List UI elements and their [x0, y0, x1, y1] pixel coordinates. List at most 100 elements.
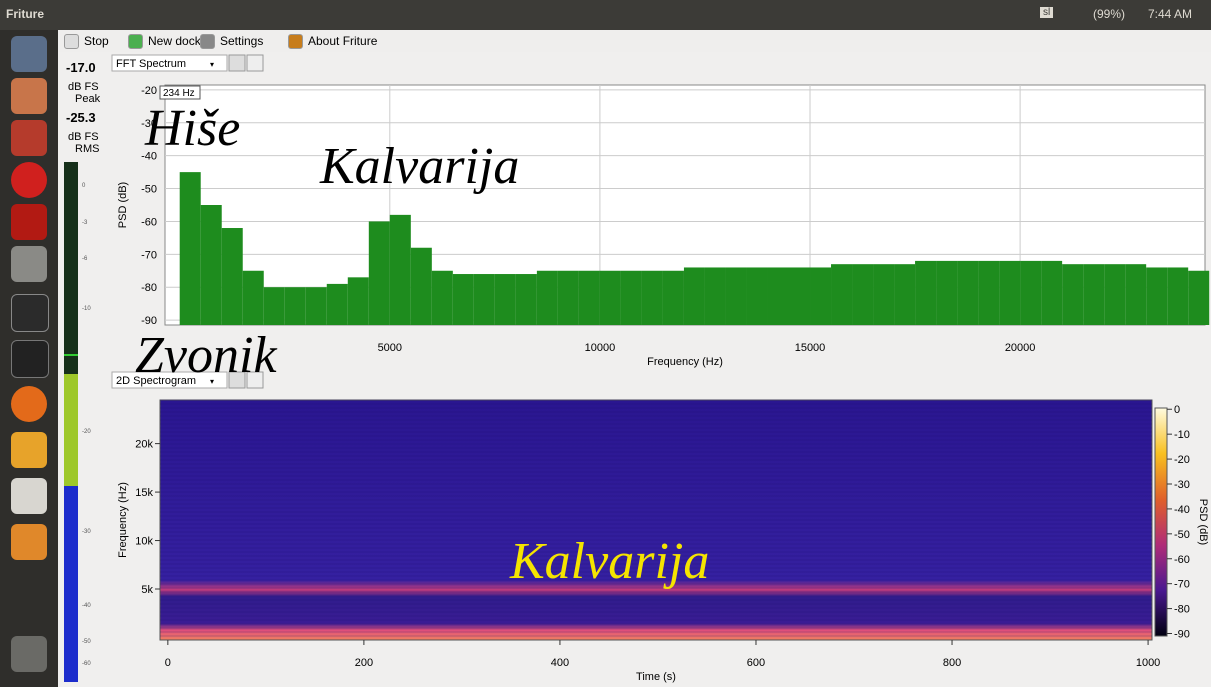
x-tick-label: 1000 — [1136, 657, 1160, 669]
dock-title: FFT Spectrum — [116, 58, 186, 70]
spectrum-bar — [810, 267, 831, 325]
meter-tick-label: -60 — [82, 661, 91, 667]
spectrum-bar — [453, 274, 474, 325]
rms-unit: dB FS — [68, 131, 99, 143]
spectrum-bar — [537, 271, 558, 325]
spectrum-bar — [789, 267, 810, 325]
annotation: Kalvarija — [509, 533, 709, 590]
spectrum-bar — [768, 267, 789, 325]
spectrum-bar — [642, 271, 663, 325]
spectrum-bar — [600, 271, 621, 325]
y-tick-label: -50 — [141, 184, 157, 196]
spectrum-bar — [726, 267, 747, 325]
spectrum-bar — [978, 261, 999, 325]
rms-label: RMS — [75, 143, 99, 155]
peak-unit: dB FS — [68, 81, 99, 93]
spectrum-bar — [1062, 264, 1083, 325]
spectrum-bar — [474, 274, 495, 325]
y-tick-label: 20k — [135, 439, 153, 451]
spectrum-bar — [432, 271, 453, 325]
meter-tick-label: -3 — [82, 220, 88, 226]
spectrum-bar — [1020, 261, 1041, 325]
rms-value: -25.3 — [66, 110, 96, 125]
x-tick-label: 800 — [943, 657, 961, 669]
colorbar-tick-label: -80 — [1174, 604, 1190, 616]
spectrum-bar — [327, 284, 348, 325]
x-tick-label: 200 — [355, 657, 373, 669]
colorbar-tick-label: -30 — [1174, 479, 1190, 491]
spectrum-bar — [831, 264, 852, 325]
y-tick-label: 15k — [135, 487, 153, 499]
spectrum-bar — [747, 267, 768, 325]
meter-tick-label: -6 — [82, 256, 88, 262]
x-tick-label: 20000 — [1005, 342, 1036, 354]
x-tick-label: 400 — [551, 657, 569, 669]
spectrum-bar — [999, 261, 1020, 325]
meter-tick-label: -10 — [82, 306, 91, 312]
spectrum-bar — [411, 248, 432, 325]
spectrum-bar — [1041, 261, 1062, 325]
x-tick-label: 0 — [165, 657, 171, 669]
y-axis-label: Frequency (Hz) — [117, 482, 129, 558]
x-axis-label: Frequency (Hz) — [647, 356, 723, 368]
spectrum-bar — [1146, 267, 1167, 325]
spectrum-bar — [936, 261, 957, 325]
spectrum-bar — [390, 215, 411, 325]
colorbar-tick-label: 0 — [1174, 404, 1180, 416]
spectrum-bar — [1125, 264, 1146, 325]
colorbar-tick-label: -10 — [1174, 429, 1190, 441]
spectrum-bar — [873, 264, 894, 325]
spectrum-bar — [1104, 264, 1125, 325]
x-tick-label: 600 — [747, 657, 765, 669]
spectrum-bar — [684, 267, 705, 325]
colorbar-tick-label: -60 — [1174, 554, 1190, 566]
y-tick-label: 10k — [135, 536, 153, 548]
meter-tick-label: -40 — [82, 603, 91, 609]
meter-bar — [64, 162, 78, 374]
colorbar-tick-label: -70 — [1174, 579, 1190, 591]
spectrum-bar — [1083, 264, 1104, 325]
x-tick-label: 10000 — [585, 342, 616, 354]
spectrum-bar — [243, 271, 264, 325]
meter-bar — [64, 486, 78, 682]
colorbar-tick-label: -20 — [1174, 454, 1190, 466]
annotation: Zvonik — [135, 327, 277, 384]
marker-label: 234 Hz — [163, 88, 195, 99]
dock-settings[interactable] — [229, 55, 245, 71]
x-tick-label: 5000 — [378, 342, 402, 354]
meter-tick-label: 0 — [82, 183, 86, 189]
spectrum-bar — [957, 261, 978, 325]
spectrum-bar — [663, 271, 684, 325]
dock-arrow: ▾ — [210, 60, 214, 69]
y-tick-label: -80 — [141, 282, 157, 294]
annotation: Kalvarija — [319, 138, 519, 195]
spectrum-bar — [369, 221, 390, 325]
spectrum-bar — [222, 228, 243, 325]
meter-bar — [64, 374, 78, 486]
chart-area: 0 -3 -6 -10 -20 -30 -40 -50 -60 FFT Spectrum ▾ 5000… — [0, 0, 1211, 687]
y-tick-label: -20 — [141, 85, 157, 97]
meter-tick-label: -50 — [82, 639, 91, 645]
peak-value: -17.0 — [66, 60, 96, 75]
dock-close[interactable] — [247, 55, 263, 71]
spectrum-bar — [495, 274, 516, 325]
spectrum-bar — [285, 287, 306, 325]
colorbar — [1155, 408, 1167, 636]
spectrum-bar — [621, 271, 642, 325]
spectrum-bar — [579, 271, 600, 325]
y-tick-label: -90 — [141, 315, 157, 327]
colorbar-tick-label: -50 — [1174, 529, 1190, 541]
x-tick-label: 15000 — [795, 342, 826, 354]
meter-tick-label: -20 — [82, 429, 91, 435]
y-tick-label: -70 — [141, 249, 157, 261]
colorbar-tick-label: -40 — [1174, 504, 1190, 516]
colorbar-label: PSD (dB) — [1197, 499, 1209, 545]
spectrum-bar — [264, 287, 285, 325]
spectrum-bar — [516, 274, 537, 325]
spectrum-bar — [348, 277, 369, 325]
annotation: Hiše — [144, 100, 240, 157]
y-tick-label: 5k — [141, 584, 153, 596]
spectrum-bar — [705, 267, 726, 325]
spectrum-bar — [558, 271, 579, 325]
screen: Friture sl (99%) 7:44 AM StopNew dockSet… — [0, 0, 1211, 687]
